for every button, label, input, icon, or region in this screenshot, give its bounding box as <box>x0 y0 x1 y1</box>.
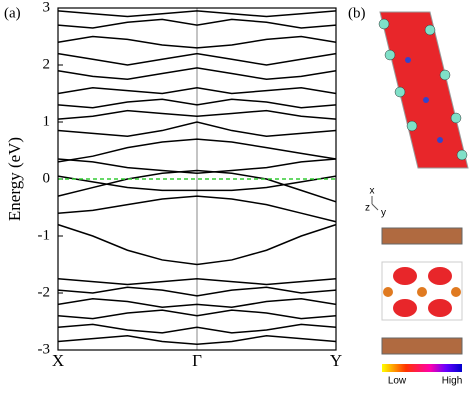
axis-label: x <box>370 186 375 197</box>
axis-arrow <box>371 203 379 211</box>
band <box>57 195 337 223</box>
axis-label: y <box>381 208 386 219</box>
plot-area: -3 -2 -1 0 1 2 3 X Γ Y <box>38 0 343 370</box>
charge-lobe <box>393 267 417 285</box>
structure-panel: (b) x z y Low High <box>348 5 469 387</box>
atom <box>383 287 393 297</box>
band <box>57 109 337 120</box>
y-tick-label: 0 <box>43 170 51 186</box>
atom <box>406 120 418 132</box>
band <box>57 67 337 81</box>
atom <box>378 18 390 30</box>
axis-label: z <box>365 203 370 214</box>
atom <box>451 287 461 297</box>
x-tick-label: Y <box>330 351 342 370</box>
x-tick-label: X <box>52 351 64 370</box>
y-tick-label: -1 <box>38 227 51 243</box>
atom <box>450 112 462 124</box>
band <box>57 334 337 346</box>
band <box>57 323 337 334</box>
atom <box>384 49 396 61</box>
charge-lobe <box>428 267 452 285</box>
atom <box>394 86 406 98</box>
colorbar-label: High <box>442 376 463 387</box>
y-axis-title: Energy (eV) <box>5 137 24 221</box>
band <box>57 277 337 286</box>
band <box>57 121 337 138</box>
atom <box>437 137 443 143</box>
y-tick-label: -3 <box>38 341 51 357</box>
atom <box>423 97 429 103</box>
charge-density-top <box>379 11 469 169</box>
y-tick-label: -2 <box>38 284 51 300</box>
panel-label: (b) <box>348 5 366 21</box>
atom <box>417 287 427 297</box>
atom <box>439 69 451 81</box>
atom <box>456 149 468 161</box>
band <box>57 169 337 203</box>
band <box>57 297 337 309</box>
panel-label: (a) <box>4 5 21 21</box>
charge-lobe <box>393 299 417 317</box>
charge-lobe <box>428 299 452 317</box>
plot-frame <box>57 7 337 351</box>
slab <box>381 337 463 355</box>
band <box>57 98 337 109</box>
slab <box>381 227 463 245</box>
band <box>57 87 337 95</box>
atom <box>405 57 411 63</box>
y-tick-label: 1 <box>43 113 51 129</box>
atom <box>424 24 436 36</box>
band <box>57 286 337 297</box>
band <box>57 52 337 66</box>
band <box>57 138 337 163</box>
band <box>57 35 337 49</box>
band <box>57 175 337 192</box>
band <box>57 309 337 320</box>
y-tick-label: 3 <box>43 0 51 15</box>
colorbar <box>382 364 462 372</box>
band <box>57 10 337 18</box>
x-tick-label: Γ <box>192 351 202 370</box>
band <box>57 223 337 266</box>
band <box>57 18 337 29</box>
band <box>57 158 337 175</box>
y-tick-label: 2 <box>43 56 51 72</box>
colorbar-label: Low <box>388 376 407 387</box>
